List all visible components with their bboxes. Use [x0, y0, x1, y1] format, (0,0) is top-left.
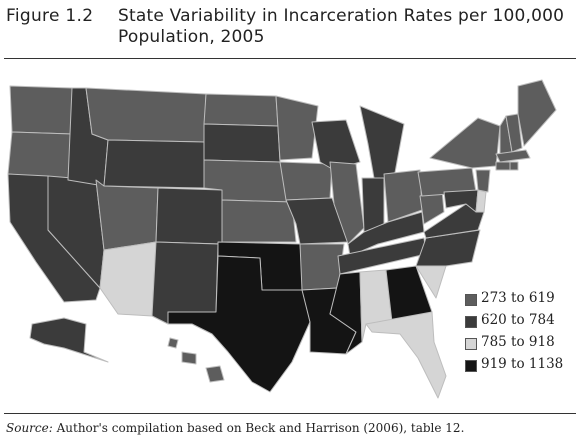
state-wy [103, 139, 205, 189]
figure-label: Figure 1.2 [6, 6, 94, 26]
state-ia [279, 161, 333, 201]
state-il [329, 161, 365, 245]
state-nh [505, 113, 523, 153]
state-mo [285, 197, 349, 245]
state-mt [85, 87, 207, 143]
state-wa [9, 85, 73, 135]
top-rule [4, 58, 576, 59]
state-mi [359, 105, 405, 179]
legend-item-1: 273 to 619 [465, 290, 577, 308]
state-mn [275, 95, 319, 161]
state-or [7, 131, 73, 181]
state-sd [203, 123, 281, 163]
legend-label-1: 273 to 619 [481, 290, 555, 306]
state-tx [167, 255, 311, 393]
state-ks [221, 199, 297, 243]
source-label: Source: [6, 421, 53, 435]
figure-header: Figure 1.2 State Variability in Incarcer… [6, 6, 576, 60]
source-note: Source: Author's compilation based on Be… [6, 421, 464, 435]
figure-title: State Variability in Incarceration Rates… [118, 6, 565, 47]
legend-item-2: 620 to 784 [465, 312, 577, 330]
state-co [155, 187, 223, 245]
state-ny [429, 117, 501, 169]
legend-label-3: 785 to 918 [481, 334, 555, 350]
legend-swatch-1 [465, 294, 477, 306]
state-az [99, 241, 157, 317]
state-fl [365, 311, 447, 399]
legend-swatch-2 [465, 316, 477, 328]
source-text: Author's compilation based on Beck and H… [52, 421, 465, 435]
state-nj [475, 169, 491, 193]
state-nd [203, 93, 279, 127]
state-de [475, 189, 487, 213]
state-ct [495, 161, 511, 171]
legend-label-4: 919 to 1138 [481, 356, 564, 372]
legend-item-4: 919 to 1138 [465, 356, 577, 374]
legend-label-2: 620 to 784 [481, 312, 555, 328]
state-va [423, 203, 485, 239]
us-map [7, 79, 557, 399]
state-ri [509, 161, 519, 171]
legend-item-3: 785 to 918 [465, 334, 577, 352]
state-in [361, 177, 385, 233]
state-ak [29, 317, 109, 363]
state-hi [167, 337, 225, 383]
legend-swatch-3 [465, 338, 477, 350]
state-md [443, 189, 479, 213]
state-ut [95, 179, 159, 251]
legend-swatch-4 [465, 360, 477, 372]
state-ma [495, 149, 531, 163]
state-me [517, 79, 557, 147]
bottom-rule [4, 413, 576, 414]
